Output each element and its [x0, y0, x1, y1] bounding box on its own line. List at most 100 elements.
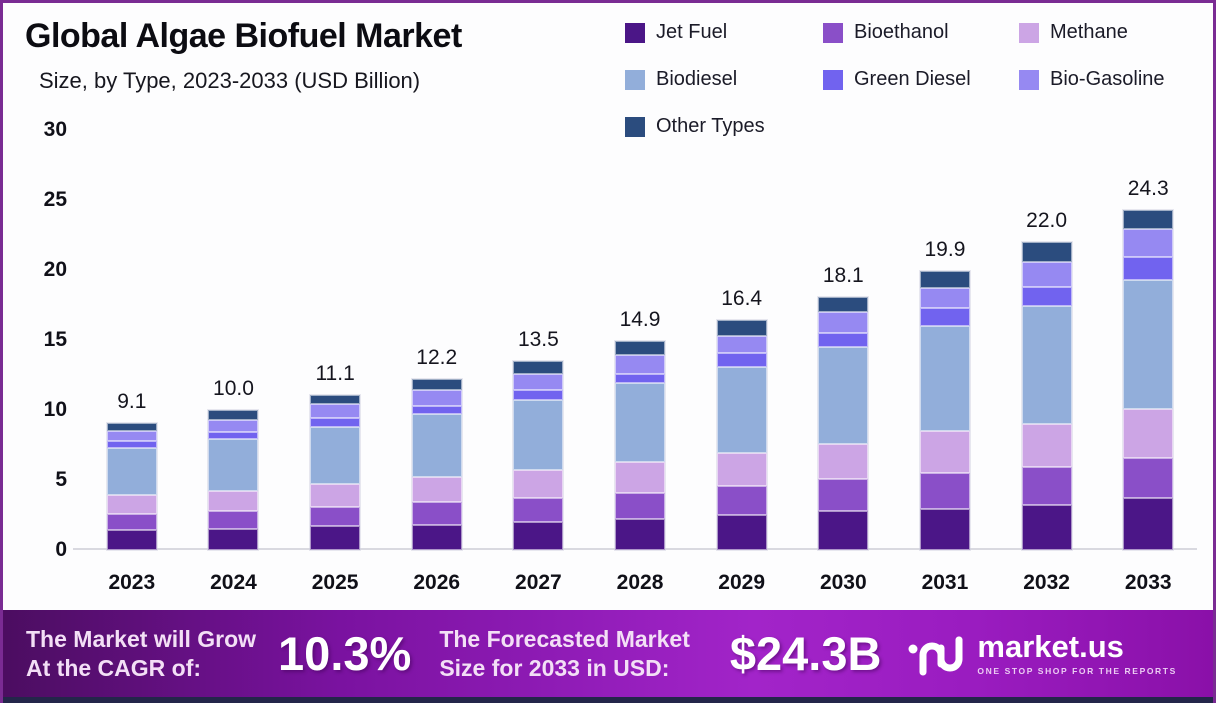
bar-total-label: 13.5: [517, 328, 559, 352]
legend-swatch: [625, 69, 645, 90]
footer-banner: The Market will Grow At the CAGR of: 10.…: [3, 610, 1213, 703]
legend-item-bio-gasoline: Bio-Gasoline: [1019, 68, 1199, 91]
forecast-value: $24.3B: [729, 627, 882, 680]
bar-segment-bioethanol: [1123, 457, 1174, 499]
bar-segment-bioethanol: [818, 478, 869, 511]
bar-segment-bioethanol: [310, 506, 361, 527]
stacked-bar-2026: [411, 379, 462, 550]
legend-item-jet-fuel: Jet Fuel: [625, 21, 823, 44]
bar-column-2024: 10.0 2024: [183, 109, 285, 610]
bar-segment-biodiesel: [513, 400, 564, 471]
x-tick-2032: 2032: [1023, 571, 1070, 594]
stacked-bar-2033: [1123, 209, 1174, 550]
bar-segment-biodiesel: [818, 347, 869, 444]
bar-segment-methane: [106, 495, 157, 514]
legend-swatch: [625, 116, 645, 137]
page-title: Global Algae Biofuel Market: [25, 17, 462, 55]
bar-segment-bio-gasoline: [716, 335, 767, 353]
bar-segment-methane: [1123, 408, 1174, 458]
stacked-bar-2024: [208, 410, 259, 550]
bar-segment-other-types: [106, 422, 157, 432]
bar-segment-biodiesel: [615, 383, 666, 462]
bar-segment-jet-fuel: [1021, 505, 1072, 550]
bar-segment-biodiesel: [411, 414, 462, 478]
y-tick-25: 25: [43, 188, 67, 211]
bar-segment-bioethanol: [1021, 467, 1072, 506]
bar-column-2031: 19.9 2031: [894, 109, 996, 610]
bar-segment-biodiesel: [919, 326, 970, 432]
legend-label: Bioethanol: [854, 21, 949, 43]
bar-segment-jet-fuel: [411, 524, 462, 550]
bar-segment-biodiesel: [716, 366, 767, 454]
bar-segment-bioethanol: [919, 473, 970, 510]
bar-segment-jet-fuel: [310, 526, 361, 550]
forecast-label-line1: The Forecasted Market: [439, 625, 690, 652]
bar-column-2029: 16.4 2029: [691, 109, 793, 610]
legend-item-biodiesel: Biodiesel: [625, 68, 823, 91]
forecast-label: The Forecasted Market Size for 2033 in U…: [439, 625, 690, 683]
bar-total-label: 24.3: [1127, 176, 1169, 200]
marketus-logo-icon: [908, 636, 963, 675]
bar-segment-bio-gasoline: [615, 355, 666, 374]
bar-segment-jet-fuel: [615, 519, 666, 550]
legend-swatch: [625, 22, 645, 43]
bar-segment-other-types: [513, 361, 564, 374]
bar-segment-green-diesel: [1021, 286, 1072, 307]
bar-segment-methane: [208, 491, 259, 511]
bar-segment-bioethanol: [208, 510, 259, 529]
brand-name: market.us: [977, 629, 1124, 664]
y-tick-20: 20: [43, 258, 67, 281]
brand-tagline: ONE STOP SHOP FOR THE REPORTS: [977, 666, 1177, 676]
bar-segment-methane: [919, 431, 970, 474]
y-tick-0: 0: [55, 538, 67, 561]
forecast-label-line2: Size for 2033 in USD:: [439, 654, 670, 681]
x-tick-2027: 2027: [515, 571, 562, 594]
legend-label: Biodiesel: [656, 68, 738, 90]
chart-subtitle: Size, by Type, 2023-2033 (USD Billion): [39, 68, 421, 93]
bar-segment-biodiesel: [106, 447, 157, 496]
bar-segment-other-types: [1123, 209, 1174, 230]
bar-segment-green-diesel: [106, 440, 157, 448]
bar-segment-bioethanol: [513, 498, 564, 522]
bar-segment-bioethanol: [615, 492, 666, 520]
cagr-label: The Market will Grow At the CAGR of:: [26, 625, 256, 683]
y-tick-10: 10: [43, 398, 67, 421]
stacked-bar-2029: [716, 320, 767, 550]
bar-column-2025: 11.1 2025: [284, 109, 386, 610]
y-axis: 0 5 10 15 20 25 30: [17, 109, 81, 610]
stacked-bar-2028: [615, 341, 666, 550]
bar-segment-other-types: [208, 410, 259, 420]
bar-total-label: 18.1: [822, 263, 864, 287]
x-tick-2028: 2028: [616, 571, 664, 594]
bar-segment-bio-gasoline: [310, 404, 361, 419]
bar-segment-bioethanol: [411, 502, 462, 525]
bar-total-label: 19.9: [924, 238, 966, 262]
bar-segment-green-diesel: [513, 390, 564, 401]
bar-segment-methane: [1021, 424, 1072, 468]
bar-segment-bio-gasoline: [919, 288, 970, 308]
legend-item-bioethanol: Bioethanol: [823, 21, 1019, 44]
y-tick-5: 5: [55, 468, 67, 491]
x-tick-2024: 2024: [210, 571, 257, 594]
legend-swatch: [823, 22, 843, 43]
bar-segment-jet-fuel: [1123, 498, 1174, 550]
bar-total-label: 14.9: [619, 308, 661, 332]
legend-label: Jet Fuel: [656, 21, 728, 43]
bar-segment-other-types: [919, 271, 970, 289]
legend-swatch: [1019, 22, 1039, 43]
bar-segment-green-diesel: [310, 418, 361, 427]
bar-segment-green-diesel: [411, 405, 462, 415]
chart-area: 0 5 10 15 20 25 30 9.1 2023 10.0 2024 11.1 2025 12.2…: [17, 109, 1199, 610]
bar-segment-biodiesel: [208, 439, 259, 492]
bar-total-label: 11.1: [315, 361, 355, 385]
chart-legend: Jet Fuel Bioethanol Methane Biodiesel Green …: [625, 21, 1199, 138]
bar-segment-other-types: [1021, 242, 1072, 262]
bar-segment-jet-fuel: [919, 509, 970, 550]
bar-segment-green-diesel: [1123, 257, 1174, 280]
header: Global Algae Biofuel Market Size, by Typ…: [25, 17, 462, 94]
bar-segment-green-diesel: [716, 352, 767, 367]
stacked-bar-2032: [1021, 242, 1072, 550]
bar-column-2023: 9.1 2023: [81, 109, 183, 610]
bar-segment-jet-fuel: [716, 515, 767, 550]
